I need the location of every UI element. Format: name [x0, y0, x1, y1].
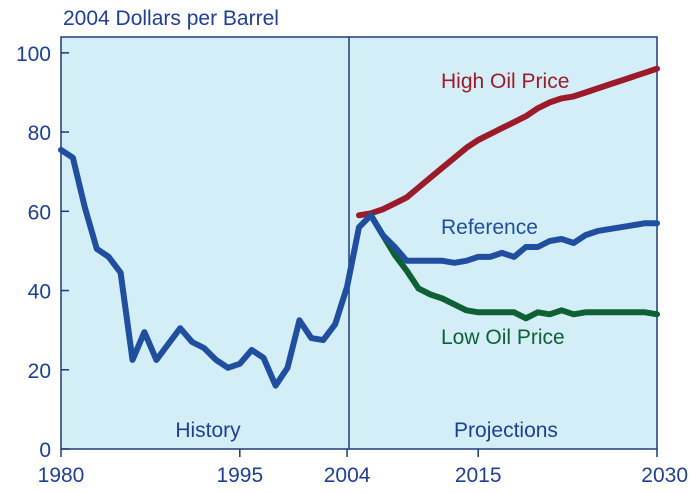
panel-history — [61, 37, 349, 449]
panel-projections — [349, 37, 657, 449]
series-label-high: High Oil Price — [441, 70, 569, 93]
y-tick-label: 40 — [28, 281, 51, 304]
y-tick-label: 60 — [28, 201, 51, 224]
x-tick-label: 2015 — [455, 464, 502, 487]
x-tick-label: 2030 — [641, 464, 688, 487]
x-axis: 1980 1995 2004 2015 2030 — [38, 449, 688, 487]
region-label-history: History — [175, 419, 241, 442]
y-tick-label: 20 — [28, 360, 51, 383]
y-tick-label: 80 — [28, 122, 51, 145]
region-label-projections: Projections — [454, 419, 558, 442]
x-tick-label: 1980 — [38, 464, 85, 487]
y-tick-label: 0 — [39, 439, 51, 462]
plot-frame — [60, 36, 658, 450]
series-line-low-oil-price — [367, 212, 660, 322]
series-lines — [58, 65, 660, 389]
x-tick-label: 2004 — [324, 464, 371, 487]
y-tick-label: 100 — [16, 43, 51, 66]
series-label-low: Low Oil Price — [441, 326, 565, 349]
series-line-reference — [58, 146, 660, 389]
series-label-reference: Reference — [441, 216, 538, 239]
series-line-high-oil-price — [356, 65, 660, 219]
x-tick-label: 1995 — [216, 464, 263, 487]
y-axis: 0 20 40 60 80 100 — [16, 43, 69, 462]
y-axis-title: 2004 Dollars per Barrel — [63, 7, 279, 30]
